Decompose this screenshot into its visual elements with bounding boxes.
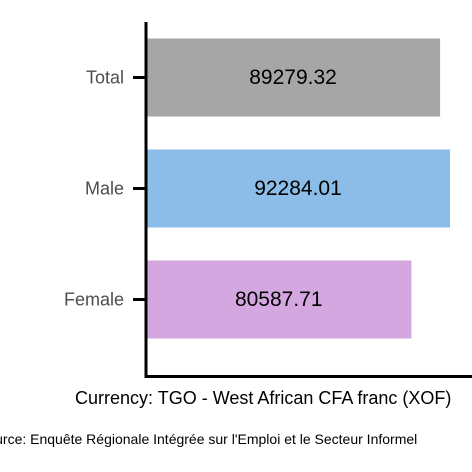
y-tick-label-total: Total: [86, 68, 124, 88]
value-label-male: 92284.01: [254, 177, 342, 200]
bar-female: [146, 260, 412, 339]
bar-total: [146, 38, 441, 117]
value-label-total: 89279.32: [249, 66, 337, 89]
y-ticks-group: [133, 76, 146, 301]
y-tick-label-female: Female: [64, 290, 124, 310]
x-axis-label: Currency: TGO - West African CFA franc (…: [75, 388, 451, 408]
value-label-female: 80587.71: [235, 288, 323, 311]
y-tick-label-male: Male: [85, 179, 124, 199]
bars-group: [146, 38, 450, 339]
y-tick-labels-group: Total Male Female: [64, 68, 124, 310]
bar-male: [146, 149, 450, 228]
caption: Source: Enquête Régionale Intégrée sur l…: [0, 431, 417, 447]
value-labels-group: 89279.32 92284.01 80587.71: [235, 66, 342, 311]
